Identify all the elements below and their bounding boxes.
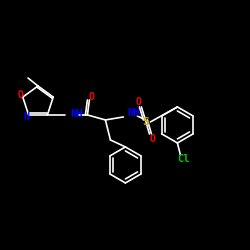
Text: NH: NH	[70, 109, 83, 119]
Text: O: O	[136, 97, 141, 107]
Text: S: S	[142, 117, 149, 127]
Text: O: O	[150, 134, 155, 144]
Text: Cl: Cl	[177, 154, 190, 164]
Text: NH: NH	[128, 108, 140, 118]
Text: N: N	[24, 112, 30, 122]
Text: O: O	[88, 92, 94, 102]
Text: O: O	[18, 90, 24, 100]
